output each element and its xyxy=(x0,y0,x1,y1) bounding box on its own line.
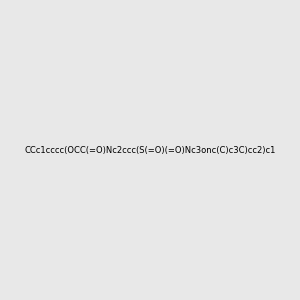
Text: CCc1cccc(OCC(=O)Nc2ccc(S(=O)(=O)Nc3onc(C)c3C)cc2)c1: CCc1cccc(OCC(=O)Nc2ccc(S(=O)(=O)Nc3onc(C… xyxy=(24,146,276,154)
